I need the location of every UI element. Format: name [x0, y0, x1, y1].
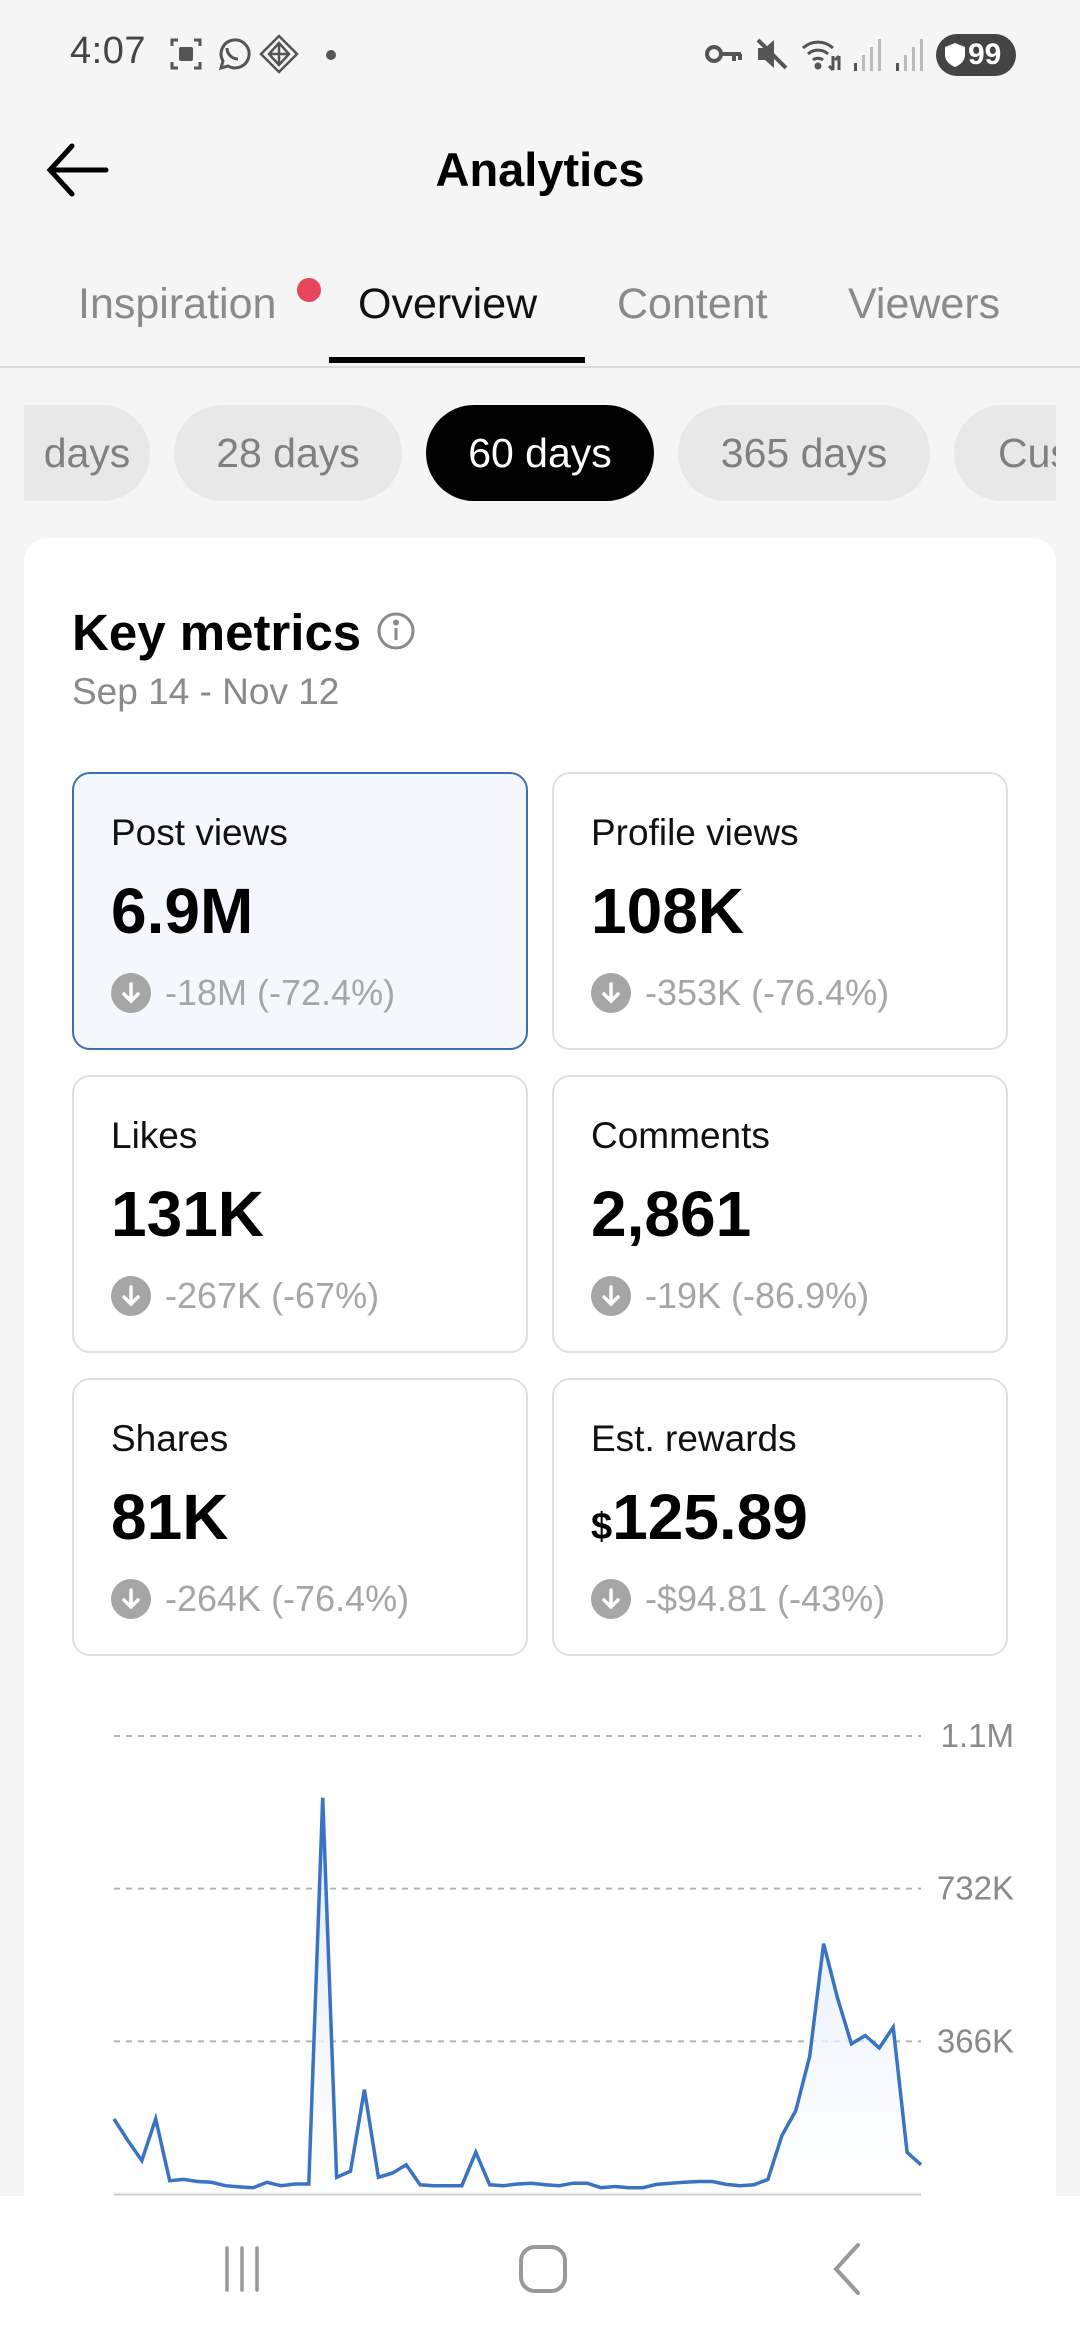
metric-value: 2,861: [591, 1178, 752, 1250]
system-nav-bar: [0, 2196, 1080, 2340]
status-bar: 4:07 99: [0, 0, 1080, 110]
chip-label: 28 days: [216, 429, 360, 476]
tab-bar: Inspiration Overview Content Viewers: [0, 260, 1080, 368]
metric-change: -$94.81 (-43%): [591, 1578, 885, 1620]
metric-change: -267K (-67%): [111, 1275, 379, 1317]
arrow-down-icon: [591, 973, 631, 1013]
metric-change-text: -18M (-72.4%): [165, 972, 396, 1013]
metric-value: $125.89: [591, 1480, 808, 1554]
nav-back-button[interactable]: [806, 2234, 886, 2304]
chip-label: 365 days: [720, 429, 888, 476]
y-tick-label: 732K: [937, 1870, 1014, 1907]
screenshot-icon: [166, 34, 206, 74]
series-area: [114, 1797, 921, 2194]
metric-change-text: -$94.81 (-43%): [645, 1578, 886, 1619]
chip-7-days[interactable]: days: [24, 405, 150, 501]
date-range-selector: days 28 days 60 days 365 days Cus: [24, 405, 1056, 505]
battery-level: 99: [968, 38, 1002, 71]
section-title: Key metrics: [72, 604, 362, 661]
chart-canvas: 366K 732K 1.1M: [112, 1717, 1014, 2196]
metric-label: Comments: [591, 1115, 770, 1156]
app-header: Analytics: [0, 120, 1080, 220]
metric-change: -18M (-72.4%): [111, 972, 395, 1014]
metric-label: Shares: [111, 1418, 229, 1459]
arrow-down-icon: [591, 1579, 631, 1619]
tab-overview[interactable]: Overview: [358, 280, 538, 328]
status-time: 4:07: [70, 30, 146, 72]
info-icon[interactable]: [376, 611, 416, 651]
whatsapp-icon: [212, 34, 252, 74]
nav-back-icon: [833, 2243, 860, 2295]
page-title: Analytics: [435, 143, 645, 196]
metric-label: Likes: [111, 1115, 198, 1156]
mute-icon: [752, 34, 792, 74]
chip-label: Cus: [998, 429, 1056, 476]
tab-content[interactable]: Content: [617, 280, 768, 328]
metric-change: -19K (-86.9%): [591, 1275, 869, 1317]
metric-value: 108K: [591, 875, 744, 947]
chip-label: 60 days: [468, 429, 612, 476]
chip-label: days: [43, 429, 131, 476]
metric-value: 81K: [111, 1481, 229, 1553]
currency-symbol: $: [591, 1506, 613, 1548]
key-metrics-card: Key metrics Sep 14 - Nov 12 Post views 6…: [24, 538, 1056, 2238]
back-arrow-icon: [46, 143, 109, 197]
metric-comments[interactable]: Comments 2,861 -19K (-86.9%): [552, 1075, 1008, 1353]
date-range-label: Sep 14 - Nov 12: [72, 671, 340, 712]
vpn-key-icon: [704, 34, 744, 74]
arrow-down-icon: [111, 973, 151, 1013]
chip-365-days[interactable]: 365 days: [678, 405, 930, 501]
y-tick-label: 366K: [937, 2022, 1014, 2059]
series-line: [112, 1797, 923, 2190]
recent-apps-button[interactable]: [202, 2234, 282, 2304]
metric-change-text: -267K (-67%): [165, 1275, 380, 1316]
notification-dot: [326, 50, 336, 60]
y-tick-label: 1.1M: [941, 1717, 1014, 1754]
chip-custom[interactable]: Cus: [954, 405, 1056, 501]
arrow-down-icon: [111, 1276, 151, 1316]
app-diamond-icon: [258, 34, 300, 74]
signal-icon: [892, 34, 926, 74]
arrow-down-icon: [591, 1276, 631, 1316]
tab-viewers[interactable]: Viewers: [848, 280, 1001, 328]
battery-indicator: 99: [936, 34, 1016, 76]
metric-change-text: -264K (-76.4%): [165, 1578, 410, 1619]
metric-post-views[interactable]: Post views 6.9M -18M (-72.4%): [72, 772, 528, 1050]
metric-value-amount: 125.89: [612, 1481, 808, 1553]
metric-est-rewards[interactable]: Est. rewards $125.89 -$94.81 (-43%): [552, 1378, 1008, 1656]
metric-change-text: -353K (-76.4%): [645, 972, 890, 1013]
wifi-icon: [800, 34, 846, 74]
back-button[interactable]: [44, 140, 124, 200]
metric-likes[interactable]: Likes 131K -267K (-67%): [72, 1075, 528, 1353]
arrow-down-icon: [111, 1579, 151, 1619]
chip-28-days[interactable]: 28 days: [174, 405, 402, 501]
chip-60-days[interactable]: 60 days: [426, 405, 654, 501]
metric-label: Post views: [111, 812, 288, 853]
metric-shares[interactable]: Shares 81K -264K (-76.4%): [72, 1378, 528, 1656]
metric-change: -264K (-76.4%): [111, 1578, 409, 1620]
metric-change: -353K (-76.4%): [591, 972, 889, 1014]
home-icon: [519, 2245, 567, 2293]
metric-label: Profile views: [591, 812, 799, 853]
signal-icon: [850, 34, 884, 74]
home-button[interactable]: [503, 2234, 583, 2304]
recent-apps-icon: [225, 2246, 259, 2292]
metric-profile-views[interactable]: Profile views 108K -353K (-76.4%): [552, 772, 1008, 1050]
active-tab-indicator: [329, 357, 585, 363]
metric-value: 131K: [111, 1178, 264, 1250]
metric-change-text: -19K (-86.9%): [645, 1275, 870, 1316]
tab-inspiration[interactable]: Inspiration: [78, 280, 277, 328]
notification-badge: [297, 278, 321, 302]
metric-value: 6.9M: [111, 875, 254, 947]
post-views-chart[interactable]: 366K 732K 1.1M: [48, 1698, 1048, 2238]
metric-label: Est. rewards: [591, 1418, 797, 1459]
shield-icon: [945, 43, 965, 67]
